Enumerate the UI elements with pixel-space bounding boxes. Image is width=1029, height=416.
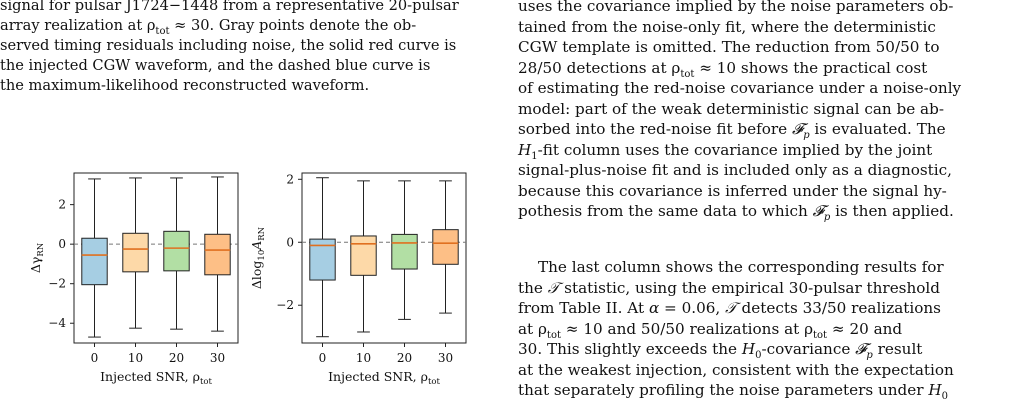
box-20 [163, 230, 190, 272]
x-tick-label: 10 [128, 351, 143, 365]
box-30 [432, 229, 459, 265]
box-10 [122, 232, 149, 273]
box-0 [81, 237, 108, 286]
para1-line-11: pothesis from the same data to which 𝓕p … [518, 202, 954, 224]
box-30 [204, 233, 231, 276]
caption-line-2: array realization at ρtot ≈ 30. Gray poi… [0, 17, 417, 37]
para1-line-3: CGW template is omitted. The reduction f… [518, 38, 940, 56]
x-axis-label: Injected SNR, ρtot [328, 369, 440, 387]
box-10 [350, 235, 377, 276]
y-axis-label: ΔγRN [28, 242, 46, 273]
x-tick-label: 0 [319, 351, 327, 365]
para2-line-4: at ρtot ≈ 10 and 50/50 realizations at ρ… [518, 319, 903, 341]
para1-line-6: model: part of the weak deterministic si… [518, 99, 944, 118]
y-tick-label: 2 [286, 172, 294, 186]
y-tick-label: 2 [58, 198, 66, 212]
y-tick-label: 0 [286, 235, 294, 249]
para1-line-1: uses the covariance implied by the noise… [518, 0, 954, 15]
para1-line-5: of estimating the red-noise covariance u… [518, 79, 962, 97]
para1-line-2: tained from the noise-only fit, where th… [518, 17, 936, 36]
x-tick-label: 0 [91, 351, 99, 365]
caption-line-4: the injected CGW waveform, and the dashe… [0, 57, 431, 74]
x-tick-label: 20 [397, 351, 412, 365]
caption-line-1: signal for pulsar J1724−1448 from a repr… [0, 0, 459, 14]
x-tick-label: 30 [210, 351, 225, 365]
box-20 [391, 233, 418, 270]
para2-line-5: 30. This slightly exceeds the H0-covaria… [518, 340, 923, 362]
y-axis-label: Δlog10ARN [249, 226, 267, 289]
para2-line-1: The last column shows the corresponding … [538, 258, 944, 276]
caption-line-3: served timing residuals including noise,… [0, 37, 457, 54]
y-tick-label: −4 [48, 316, 66, 330]
y-tick-label: −2 [48, 277, 66, 291]
para1-line-4: 28/50 detections at ρtot ≈ 10 shows the … [518, 58, 928, 80]
caption-line-5: the maximum-likelihood reconstructed wav… [0, 77, 370, 94]
x-axis-label: Injected SNR, ρtot [100, 369, 212, 387]
para1-line-10: because this covariance is inferred unde… [518, 181, 947, 200]
y-tick-label: 0 [58, 237, 66, 251]
para2-line-7: that separately profiling the noise para… [518, 381, 948, 403]
y-tick-label: −2 [276, 298, 294, 312]
x-tick-label: 30 [438, 351, 453, 365]
left-column: signal for pulsar J1724−1448 from a repr… [0, 0, 490, 416]
para2-line-6: at the weakest injection, consistent wit… [518, 360, 954, 379]
right-column: uses the covariance implied by the noise… [512, 0, 1022, 416]
x-tick-label: 10 [356, 351, 371, 365]
plot-frame [73, 172, 239, 344]
x-tick-label: 20 [169, 351, 184, 365]
para1-line-8: H1-fit column uses the covariance implie… [518, 140, 933, 162]
para1-line-9: signal-plus-noise fit and is included on… [518, 161, 952, 179]
para2-line-3: from Table II. At α = 0.06, 𝒯 detects 33… [518, 299, 941, 317]
para2-line-2: the 𝒯 statistic, using the empirical 30-… [518, 278, 940, 297]
para1-line-7: sorbed into the red-noise fit before 𝓕p … [518, 120, 946, 142]
plot-frame [301, 172, 467, 344]
